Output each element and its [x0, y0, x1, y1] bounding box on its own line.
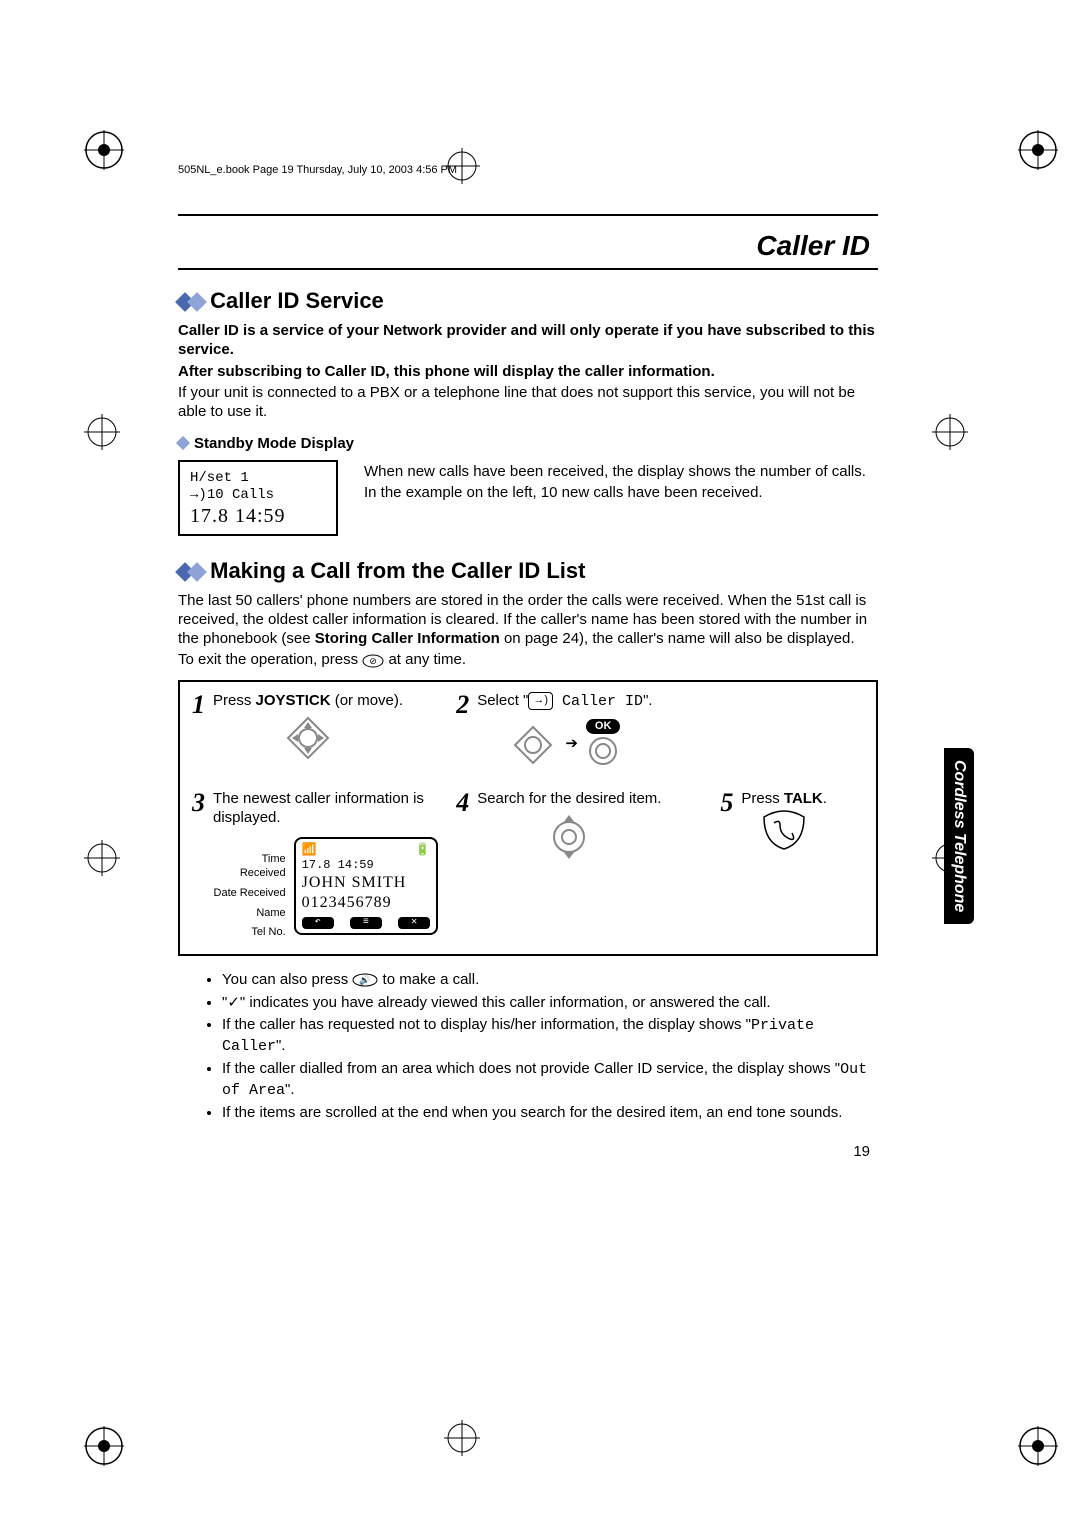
- notes-list: You can also press 🔊 to make a call. "✓"…: [182, 970, 876, 1123]
- book-header: 505NL_e.book Page 19 Thursday, July 10, …: [178, 164, 878, 176]
- step-4: 4 Search for the desired item.: [456, 790, 702, 940]
- speaker-key-icon: 🔊: [352, 971, 378, 988]
- section-title-text: Making a Call from the Caller ID List: [210, 558, 585, 583]
- diamond-bullet-icon: [178, 289, 202, 315]
- sub-heading-standby: Standby Mode Display: [178, 435, 878, 452]
- section2-intro: The last 50 callers' phone numbers are s…: [178, 591, 878, 649]
- ok-button-icon: [588, 736, 618, 766]
- display-line1: H/set 1: [190, 470, 326, 487]
- note-3: If the caller has requested not to displ…: [222, 1015, 876, 1056]
- side-tab: Cordless Telephone: [944, 748, 974, 924]
- display-line2: →)10 Calls: [190, 487, 326, 504]
- reg-mark-tl: [84, 130, 124, 170]
- diamond-bullet-icon: [178, 559, 202, 585]
- reg-cross-b: [444, 1420, 480, 1456]
- intro-bold-2: After subscribing to Caller ID, this pho…: [178, 362, 878, 381]
- step-num-3: 3: [192, 790, 205, 940]
- step-2: 2 Select "→) Caller ID". ➔ OK: [456, 692, 864, 772]
- reg-mark-tr: [1018, 130, 1058, 170]
- caller-id-menu-icon: →): [528, 692, 553, 710]
- svg-text:🔊: 🔊: [360, 974, 371, 986]
- step-5: 5 Press TALK.: [720, 790, 864, 940]
- standby-desc-1: When new calls have been received, the d…: [364, 462, 878, 481]
- note-4: If the caller dialled from an area which…: [222, 1059, 876, 1100]
- antenna-icon: 📶: [302, 843, 317, 858]
- step-num-5: 5: [720, 790, 733, 940]
- screen-name: JOHN SMITH: [302, 873, 431, 893]
- exit-key-icon: ⊘: [362, 651, 384, 668]
- chapter-title: Caller ID: [178, 230, 870, 262]
- standby-desc-2: In the example on the left, 10 new calls…: [364, 483, 878, 502]
- caller-labels: Time Received Date Received Name Tel No.: [213, 853, 286, 940]
- joystick-icon: [280, 716, 336, 760]
- step-1: 1 Press JOYSTICK (or move).: [192, 692, 438, 772]
- section-title-making-call: Making a Call from the Caller ID List: [178, 558, 878, 585]
- svg-text:⊘: ⊘: [370, 656, 378, 666]
- screen-datetime: 17.8 14:59: [302, 858, 431, 873]
- intro-bold-1: Caller ID is a service of your Network p…: [178, 321, 878, 359]
- reg-cross-r1: [932, 414, 968, 450]
- display-line3: 17.8 14:59: [190, 504, 326, 528]
- softkey-3: ✕: [398, 917, 430, 929]
- step-3: 3 The newest caller information is displ…: [192, 790, 438, 940]
- reg-cross-l2: [84, 840, 120, 876]
- page-number: 19: [178, 1143, 878, 1160]
- arrow-right-icon: ➔: [565, 735, 578, 754]
- step-num-2: 2: [456, 692, 469, 772]
- step-num-4: 4: [456, 790, 469, 940]
- screen-tel: 0123456789: [302, 893, 431, 913]
- rule-top: [178, 214, 878, 216]
- reg-mark-bl: [84, 1426, 124, 1466]
- note-2: "✓" indicates you have already viewed th…: [222, 993, 876, 1013]
- rule-under-title: [178, 268, 878, 270]
- joystick-icon: [509, 725, 557, 765]
- step-num-1: 1: [192, 692, 205, 772]
- intro-p3: If your unit is connected to a PBX or a …: [178, 383, 878, 421]
- standby-display: H/set 1 →)10 Calls 17.8 14:59: [178, 460, 338, 536]
- steps-box: 1 Press JOYSTICK (or move).: [178, 680, 878, 957]
- reg-cross-l1: [84, 414, 120, 450]
- caller-screen: 📶 🔋 17.8 14:59 JOHN SMITH 0123456789 ↶ ≡…: [294, 837, 439, 935]
- note-5: If the items are scrolled at the end whe…: [222, 1103, 876, 1123]
- softkey-1: ↶: [302, 917, 334, 929]
- section-title-caller-id-service: Caller ID Service: [178, 288, 878, 315]
- softkey-2: ≡: [350, 917, 382, 929]
- section-title-text: Caller ID Service: [210, 288, 384, 313]
- up-down-icon: [547, 809, 591, 865]
- talk-key-icon: [760, 809, 808, 851]
- battery-icon: 🔋: [415, 843, 430, 858]
- section2-exit: To exit the operation, press ⊘ at any ti…: [178, 650, 878, 669]
- ok-label: OK: [586, 719, 621, 735]
- sub-diamond-icon: [176, 436, 190, 450]
- reg-mark-br: [1018, 1426, 1058, 1466]
- note-1: You can also press 🔊 to make a call.: [222, 970, 876, 990]
